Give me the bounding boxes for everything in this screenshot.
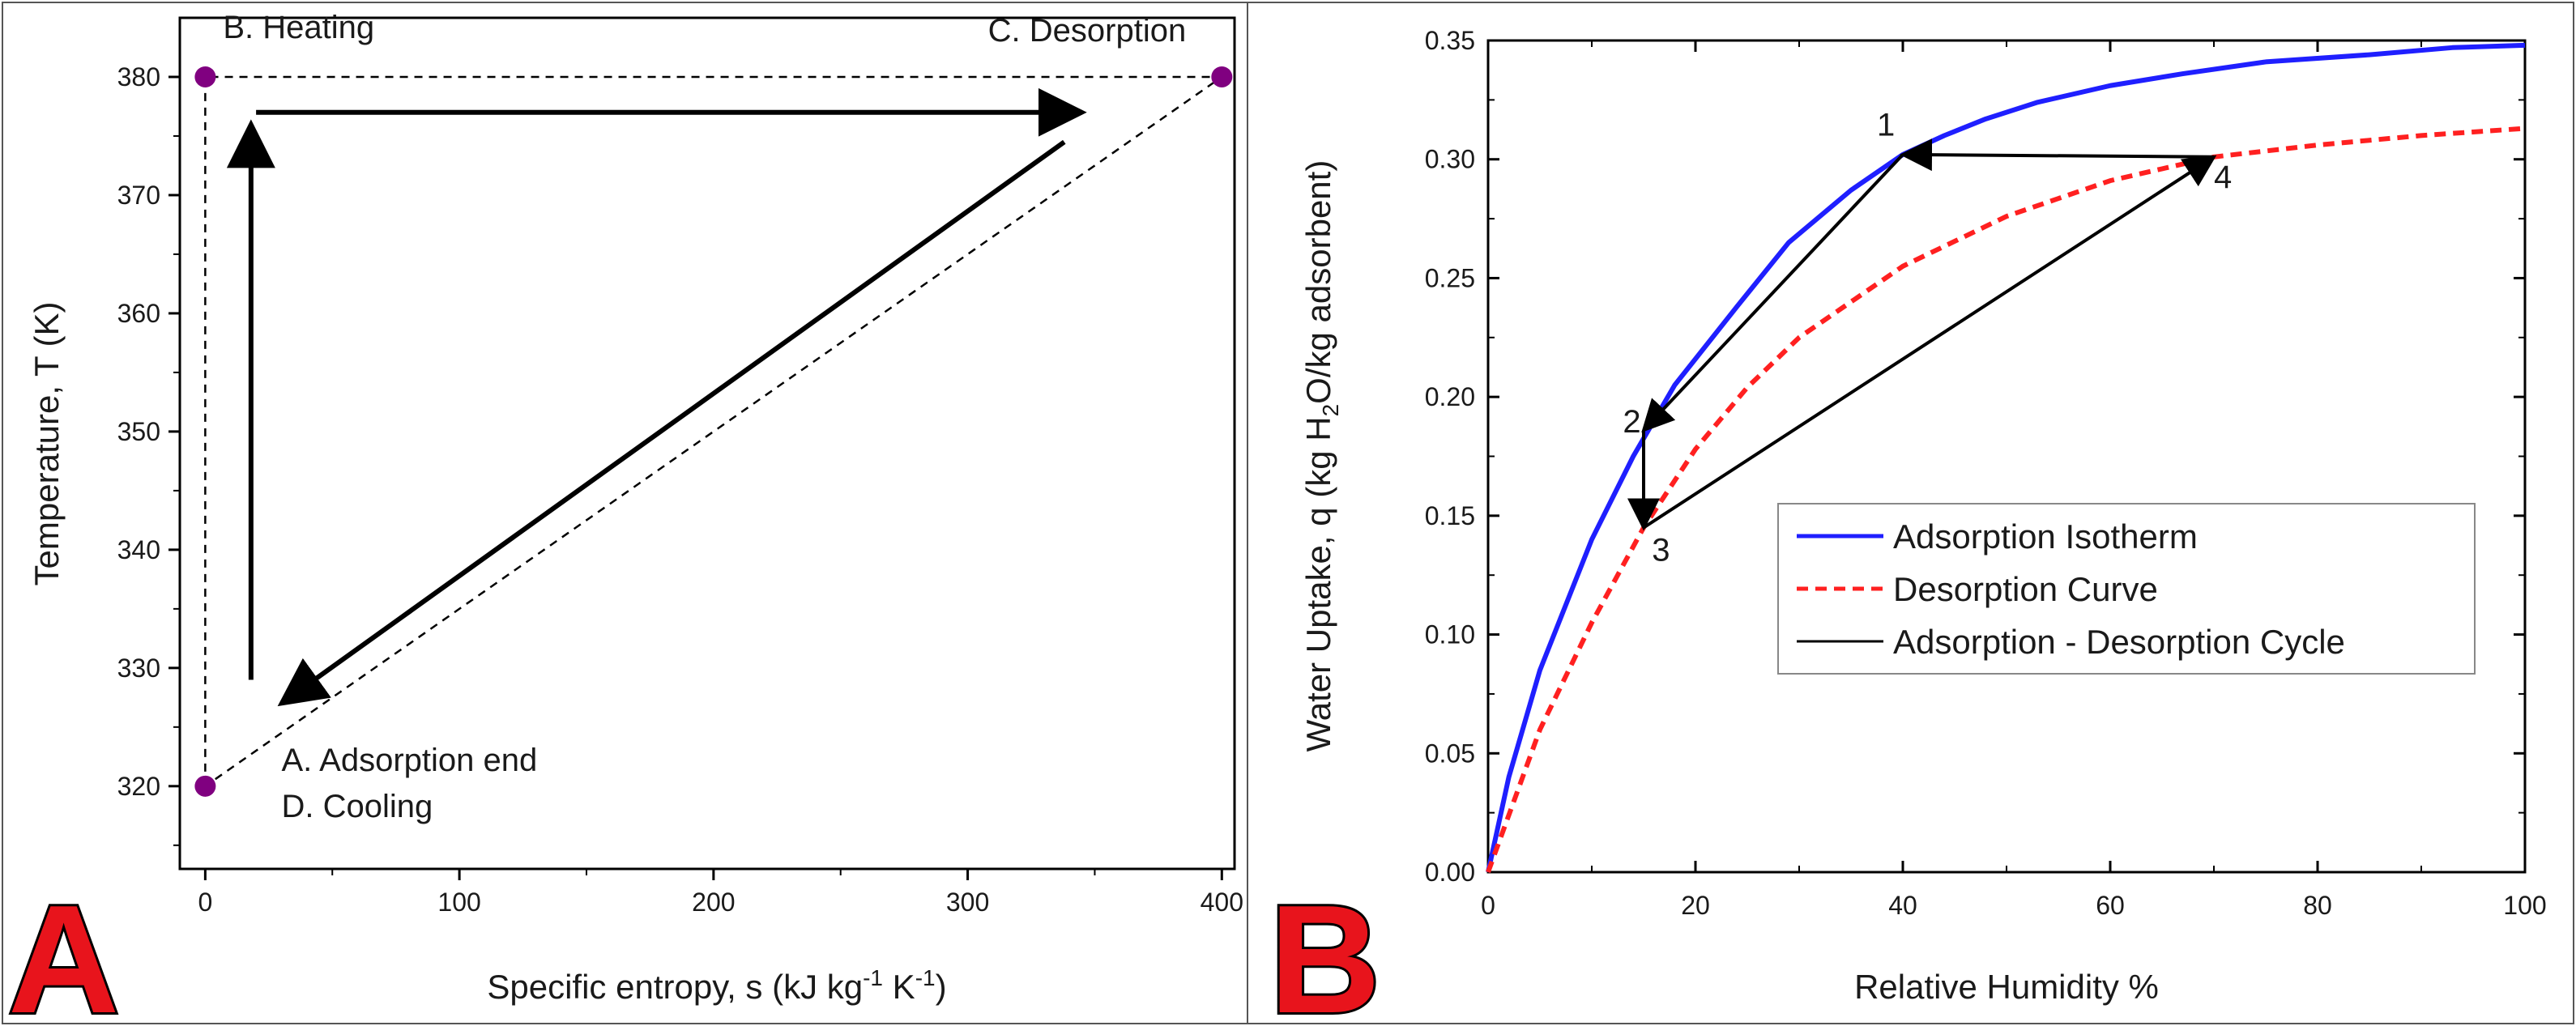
panel-a-y-tick-label: 320	[117, 772, 160, 801]
panel-b-y-tick-label: 0.00	[1425, 858, 1475, 887]
cycle-point-label-1: 1	[1877, 107, 1895, 143]
panel-a-annotation: B. Heating	[223, 10, 374, 45]
panel-a-content: B. Heating C. Desorption A. Adsorption end…	[194, 10, 1233, 824]
panel-b-x-tick-label: 40	[1888, 891, 1917, 920]
panel-a-ticks: 0 100 200 300 400 320 330 340 350 360 370 380	[117, 62, 1243, 917]
panel-a-state-point	[194, 775, 216, 797]
panel-a-x-tick-label: 200	[692, 888, 735, 917]
panel-b-y-title-end: O/kg adsorbent)	[1299, 160, 1337, 404]
legend-label-desorption-curve: Desorption Curve	[1893, 570, 2158, 608]
panel-b-y-title-main: Water Uptake, q (kg H	[1299, 416, 1337, 751]
panel-a-dashed-cycle	[204, 75, 1226, 787]
panel-a-x-axis-title: Specific entropy, s (kJ kg-1 K-1)	[487, 965, 946, 1006]
panel-a-x-title-sup1: -1	[863, 965, 883, 990]
panel-label-a: A	[8, 874, 119, 1026]
panel-a-process-arrow-3	[277, 139, 1066, 707]
panel-b-x-tick-label: 100	[2503, 891, 2546, 920]
series-cycle-segment-4	[1900, 138, 2215, 172]
cycle-point-label-3: 3	[1652, 533, 1670, 568]
panel-b-legend: Adsorption Isotherm Desorption Curve Ads…	[1777, 503, 2476, 675]
cycle-point-label-4: 4	[2214, 160, 2232, 195]
panel-b-y-tick-label: 0.10	[1425, 620, 1475, 649]
panel-a-annotation: C. Desorption	[988, 13, 1187, 49]
panel-b-x-tick-label: 80	[2303, 891, 2332, 920]
panel-b-y-tick-label: 0.30	[1425, 145, 1475, 174]
panel-b-y-tick-label: 0.35	[1425, 26, 1475, 55]
legend-box	[1777, 503, 2476, 675]
cycle-point-label-2: 2	[1623, 404, 1640, 440]
panel-a-y-tick-label: 370	[117, 181, 160, 210]
panel-a-y-tick-label: 330	[117, 653, 160, 683]
panel-a-x-tick-label: 100	[437, 888, 480, 917]
panel-a-x-tick-label: 400	[1201, 888, 1243, 917]
panel-a-state-point	[194, 66, 216, 87]
panel-b-content: 1 2 3 4	[1486, 42, 2526, 874]
legend-label-cycle: Adsorption - Desorption Cycle	[1893, 623, 2345, 661]
series-cycle-segment-1	[1641, 153, 1904, 433]
panel-a-y-tick-label: 360	[117, 299, 160, 328]
panel-a-plot-frame	[178, 16, 1236, 871]
panel-a-x-title-mid: K	[883, 968, 915, 1006]
panel-b-y-tick-label: 0.05	[1425, 739, 1475, 768]
panel-b-ticks: 0 20 40 60 80 100 0.00 0.05 0.10 0.15 0.20 0.25 0.30…	[1425, 26, 2547, 920]
panel-a-y-axis-title: Temperature, T (K)	[28, 302, 66, 586]
panel-b-x-tick-label: 60	[2096, 891, 2125, 920]
panel-a-x-title-main: Specific entropy, s (kJ kg	[487, 968, 863, 1006]
series-desorption-curve	[1486, 126, 2526, 874]
panel-a-x-title-sup2: -1	[915, 965, 936, 990]
panel-b-y-tick-label: 0.15	[1425, 501, 1475, 530]
panel-a-y-tick-label: 350	[117, 417, 160, 446]
panel-b-x-axis-title: Relative Humidity %	[1854, 968, 2159, 1006]
panel-a-annotation: A. Adsorption end	[281, 743, 537, 778]
panel-b-chart: 0 20 40 60 80 100 0.00 0.05 0.10 0.15 0.20 0.25 0.30…	[1267, 26, 2547, 1026]
panel-a-annotation: D. Cooling	[281, 789, 433, 824]
panel-a-x-tick-label: 300	[946, 888, 989, 917]
panel-label-b: B	[1269, 874, 1380, 1026]
panel-b-y-axis-title: Water Uptake, q (kg H2O/kg adsorbent)	[1299, 160, 1343, 752]
panel-b-y-tick-label: 0.20	[1425, 382, 1475, 411]
panel-b-x-tick-label: 0	[1481, 891, 1495, 920]
panel-a-y-tick-label: 340	[117, 535, 160, 564]
panel-a-x-title-end: )	[936, 968, 947, 1006]
panel-a-y-tick-label: 380	[117, 62, 160, 92]
panel-a-x-tick-label: 0	[198, 888, 212, 917]
series-cycle-segment-3	[1642, 155, 2217, 530]
panel-a-chart: 0 100 200 300 400 320 330 340 350 360 370 380 B. He…	[6, 10, 1243, 1026]
panel-a-state-point	[1211, 66, 1233, 87]
panel-b-y-title-sub: 2	[1318, 404, 1343, 417]
legend-label-adsorption-isotherm: Adsorption Isotherm	[1893, 517, 2198, 556]
panel-b-x-tick-label: 20	[1681, 891, 1710, 920]
panel-b-y-tick-label: 0.25	[1425, 263, 1475, 292]
